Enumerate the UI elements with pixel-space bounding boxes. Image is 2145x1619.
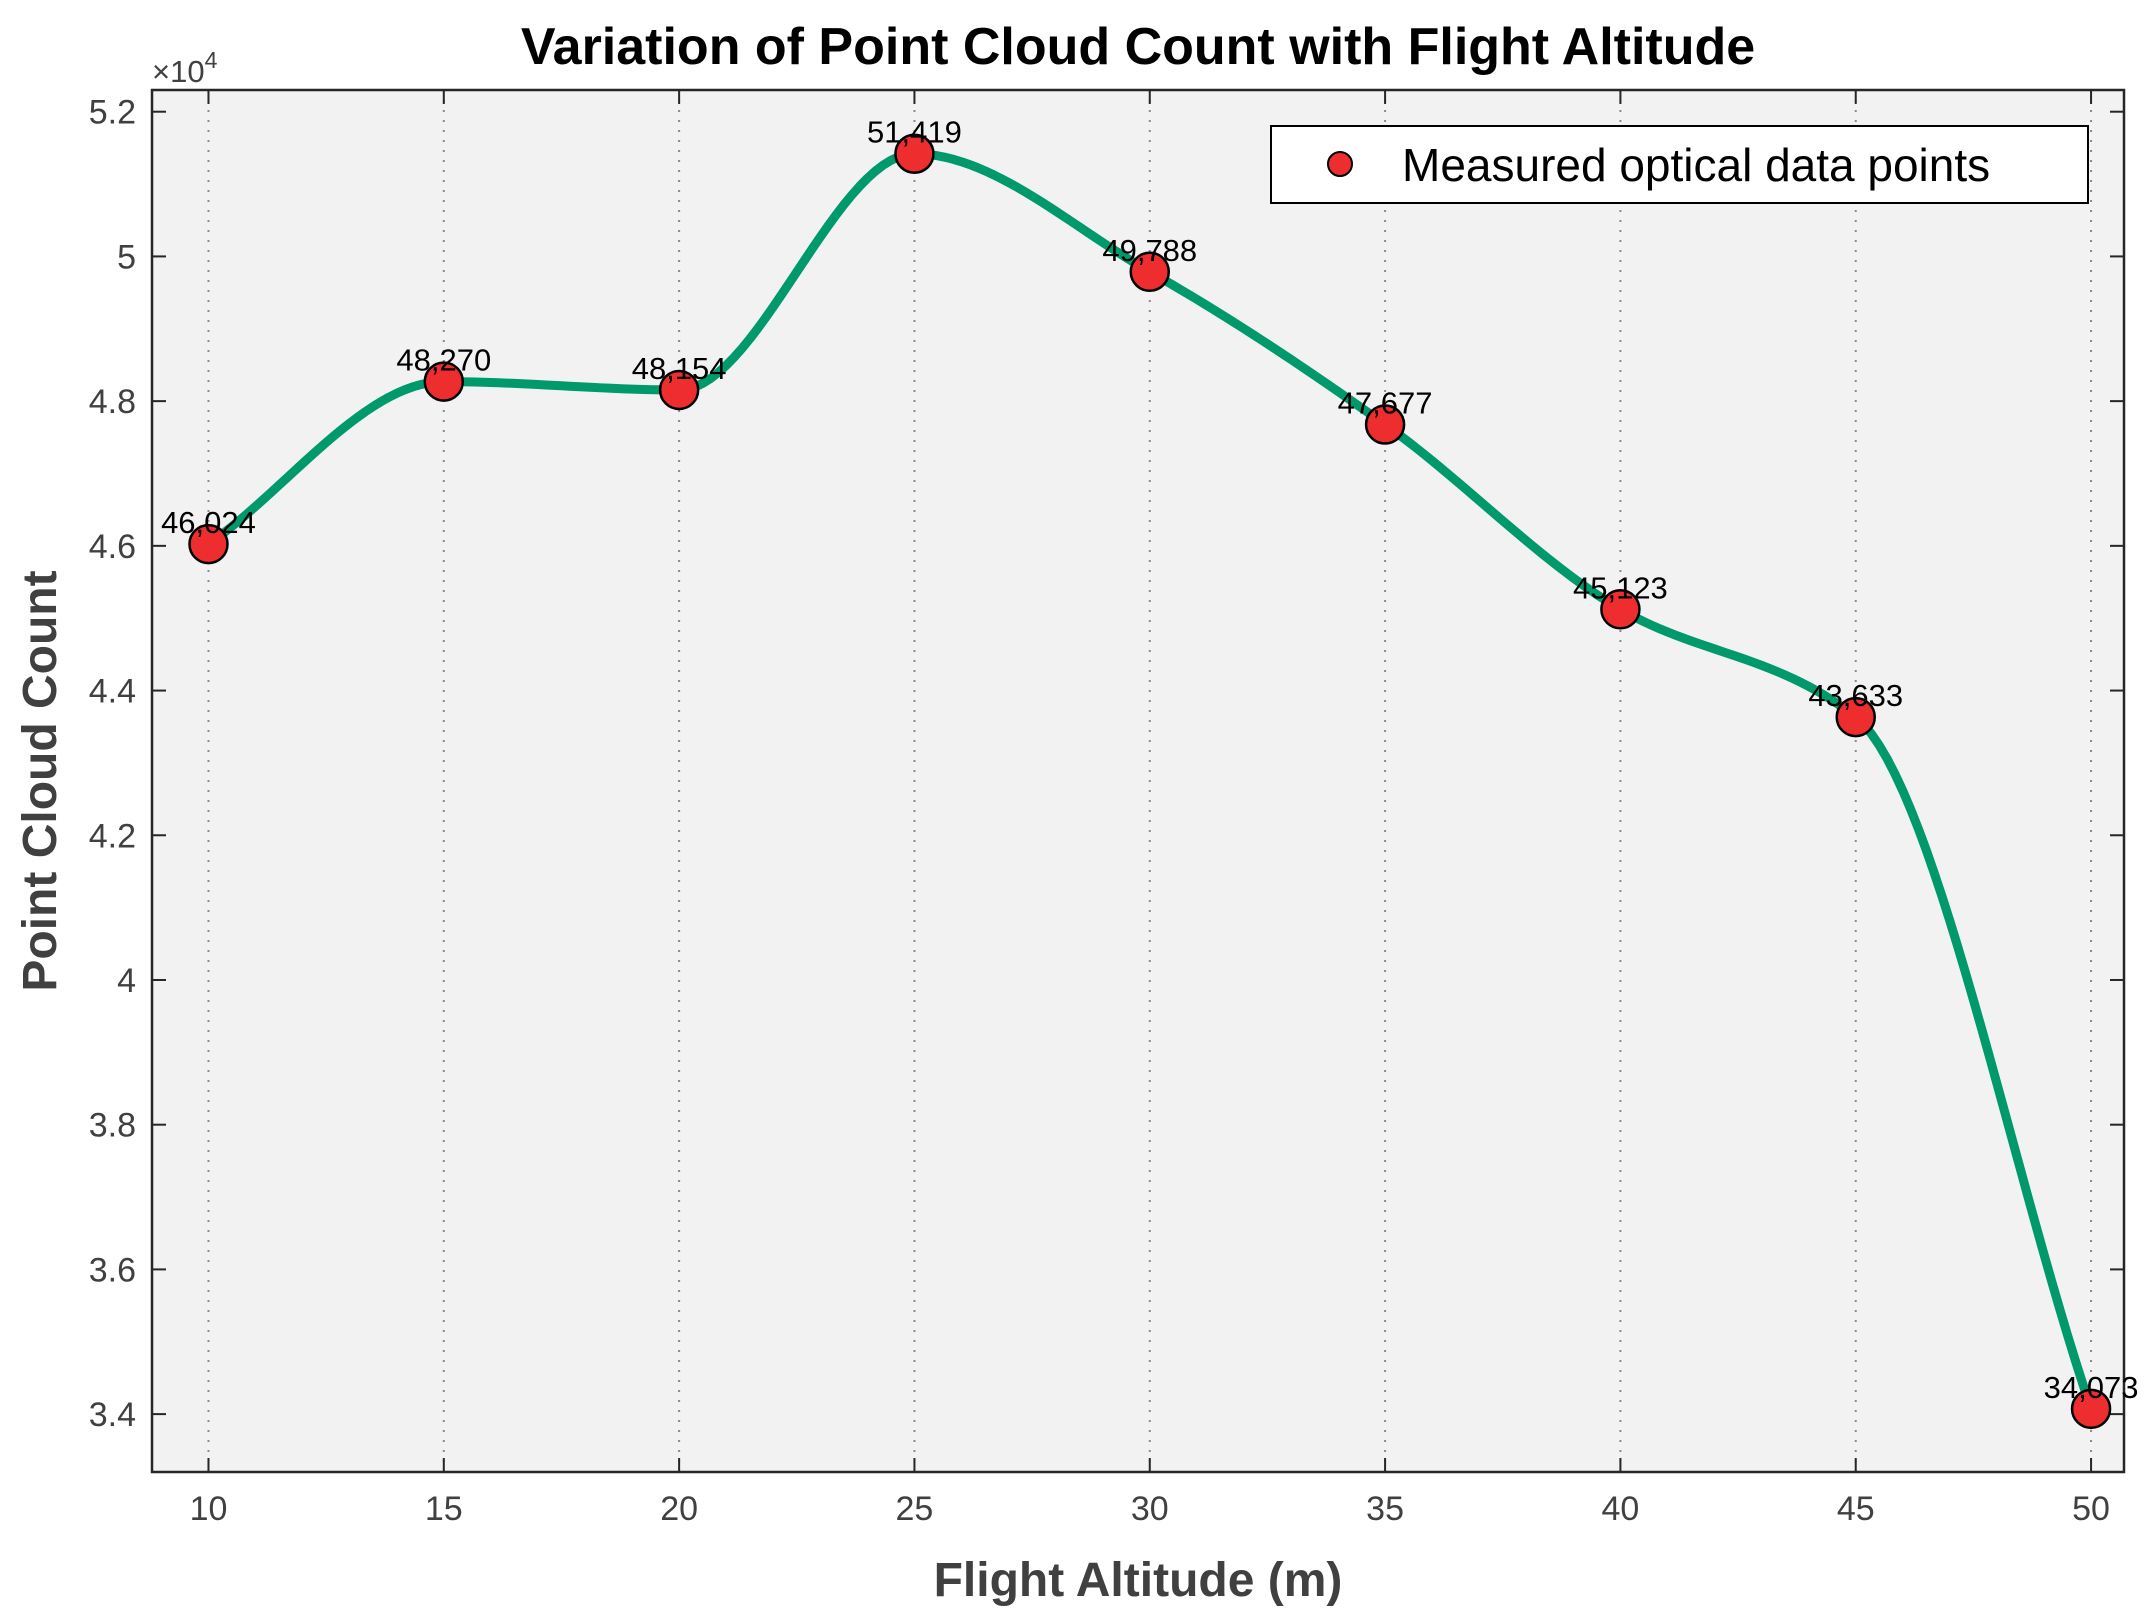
x-tick-label: 45 — [1837, 1490, 1875, 1528]
gridlines — [207, 90, 2093, 1472]
data-point — [1129, 251, 1171, 293]
x-tick-label: 25 — [896, 1490, 934, 1528]
y-multiplier: ×104 — [152, 47, 218, 89]
x-tick-label: 15 — [425, 1490, 463, 1528]
data-label: 51,419 — [867, 115, 962, 150]
data-point — [1835, 696, 1876, 738]
y-tick-label: 4.8 — [89, 383, 136, 421]
x-tick-label: 35 — [1366, 1490, 1404, 1528]
x-axis-label: Flight Altitude (m) — [934, 1554, 1343, 1607]
legend-box — [1270, 125, 2089, 204]
y-axis-label: Point Cloud Count — [14, 570, 67, 991]
data-point — [658, 369, 700, 411]
y-tick-label: 3.6 — [89, 1251, 136, 1289]
x-tick-label: 30 — [1131, 1490, 1169, 1528]
y-tick-label: 4.6 — [89, 528, 136, 566]
y-tick-label: 3.8 — [89, 1107, 136, 1145]
y-tick-label: 3.4 — [89, 1396, 136, 1434]
data-labels: 46,024 48,270 48,154 51,419 49,788 47,677 45,1… — [161, 115, 2138, 1405]
data-label: 48,270 — [396, 343, 491, 378]
y-tick-label: 5.2 — [89, 94, 136, 132]
data-label: 43,633 — [1808, 678, 1903, 713]
x-tick-label: 50 — [2072, 1490, 2110, 1528]
legend-label: Measured optical data points — [1402, 139, 1990, 191]
legend: Measured optical data points — [1270, 125, 2089, 204]
data-point — [423, 361, 465, 402]
data-markers — [188, 133, 2112, 1430]
y-tick-label: 4.2 — [89, 817, 136, 855]
data-label: 48,154 — [632, 351, 727, 386]
data-point — [894, 133, 935, 174]
y-tick-label: 4 — [117, 962, 136, 1000]
y-tick-label: 4.4 — [89, 673, 136, 711]
data-point — [1600, 589, 1641, 630]
data-point — [188, 523, 229, 565]
y-tick-label: 5 — [117, 238, 136, 276]
axis-ticks: 10 15 20 25 30 35 40 45 50 3.4 3.6 3.8 4 4.2 4.4 4.6 4.8… — [89, 90, 2124, 1528]
chart-title: Variation of Point Cloud Count with Flig… — [521, 18, 1755, 76]
plot-frame — [150, 88, 2126, 1474]
data-label: 34,073 — [2044, 1370, 2139, 1405]
x-tick-label: 20 — [660, 1490, 698, 1528]
data-label: 49,788 — [1102, 233, 1197, 268]
x-tick-label: 10 — [190, 1490, 228, 1528]
x-tick-label: 40 — [1601, 1490, 1639, 1528]
plot-background — [152, 90, 2124, 1472]
data-label: 47,677 — [1338, 386, 1433, 421]
data-label: 45,123 — [1573, 570, 1668, 605]
data-point — [2070, 1388, 2112, 1430]
data-label: 46,024 — [161, 505, 256, 540]
legend-marker — [1327, 151, 1353, 177]
data-point — [1364, 404, 1406, 445]
